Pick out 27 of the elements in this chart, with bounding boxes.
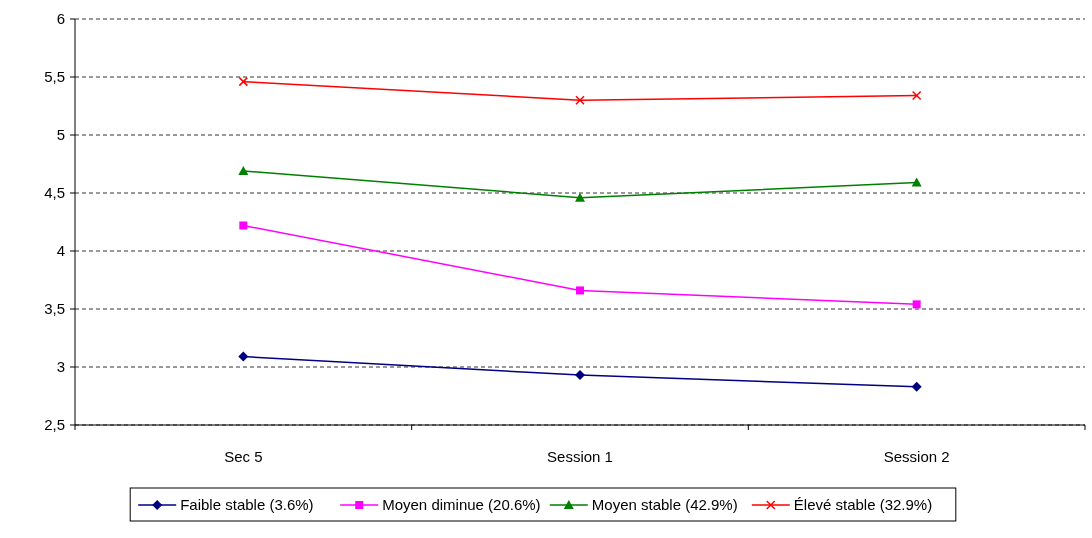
legend-label: Moyen diminue (20.6%)	[382, 496, 541, 514]
point	[576, 286, 584, 295]
y-tick-label: 2,5	[44, 416, 65, 434]
y-tick-label: 4	[56, 242, 65, 260]
point	[239, 221, 248, 230]
point	[912, 300, 921, 309]
y-tick-label: 3,5	[44, 300, 65, 318]
y-tick-label: 6	[56, 10, 65, 28]
point	[238, 165, 249, 175]
y-tick-label: 3	[56, 358, 65, 376]
legend-label: Élevé stable (32.9%)	[793, 496, 933, 514]
point	[911, 90, 922, 101]
point	[575, 370, 585, 381]
x-tick-label: Session 2	[883, 448, 950, 465]
legend-label: Moyen stable (42.9%)	[591, 496, 738, 514]
point	[911, 177, 922, 187]
x-tick-label: Session 1	[547, 448, 613, 465]
y-tick-label: 4,5	[44, 184, 65, 202]
point	[575, 95, 585, 105]
point	[575, 192, 585, 202]
x-tick-label: Sec 5	[224, 448, 263, 465]
y-tick-label: 5,5	[44, 68, 65, 86]
point	[238, 351, 249, 362]
y-tick-label: 5	[56, 126, 65, 144]
legend-label: Faible stable (3.6%)	[180, 496, 314, 514]
point	[911, 381, 922, 392]
point	[238, 76, 249, 87]
